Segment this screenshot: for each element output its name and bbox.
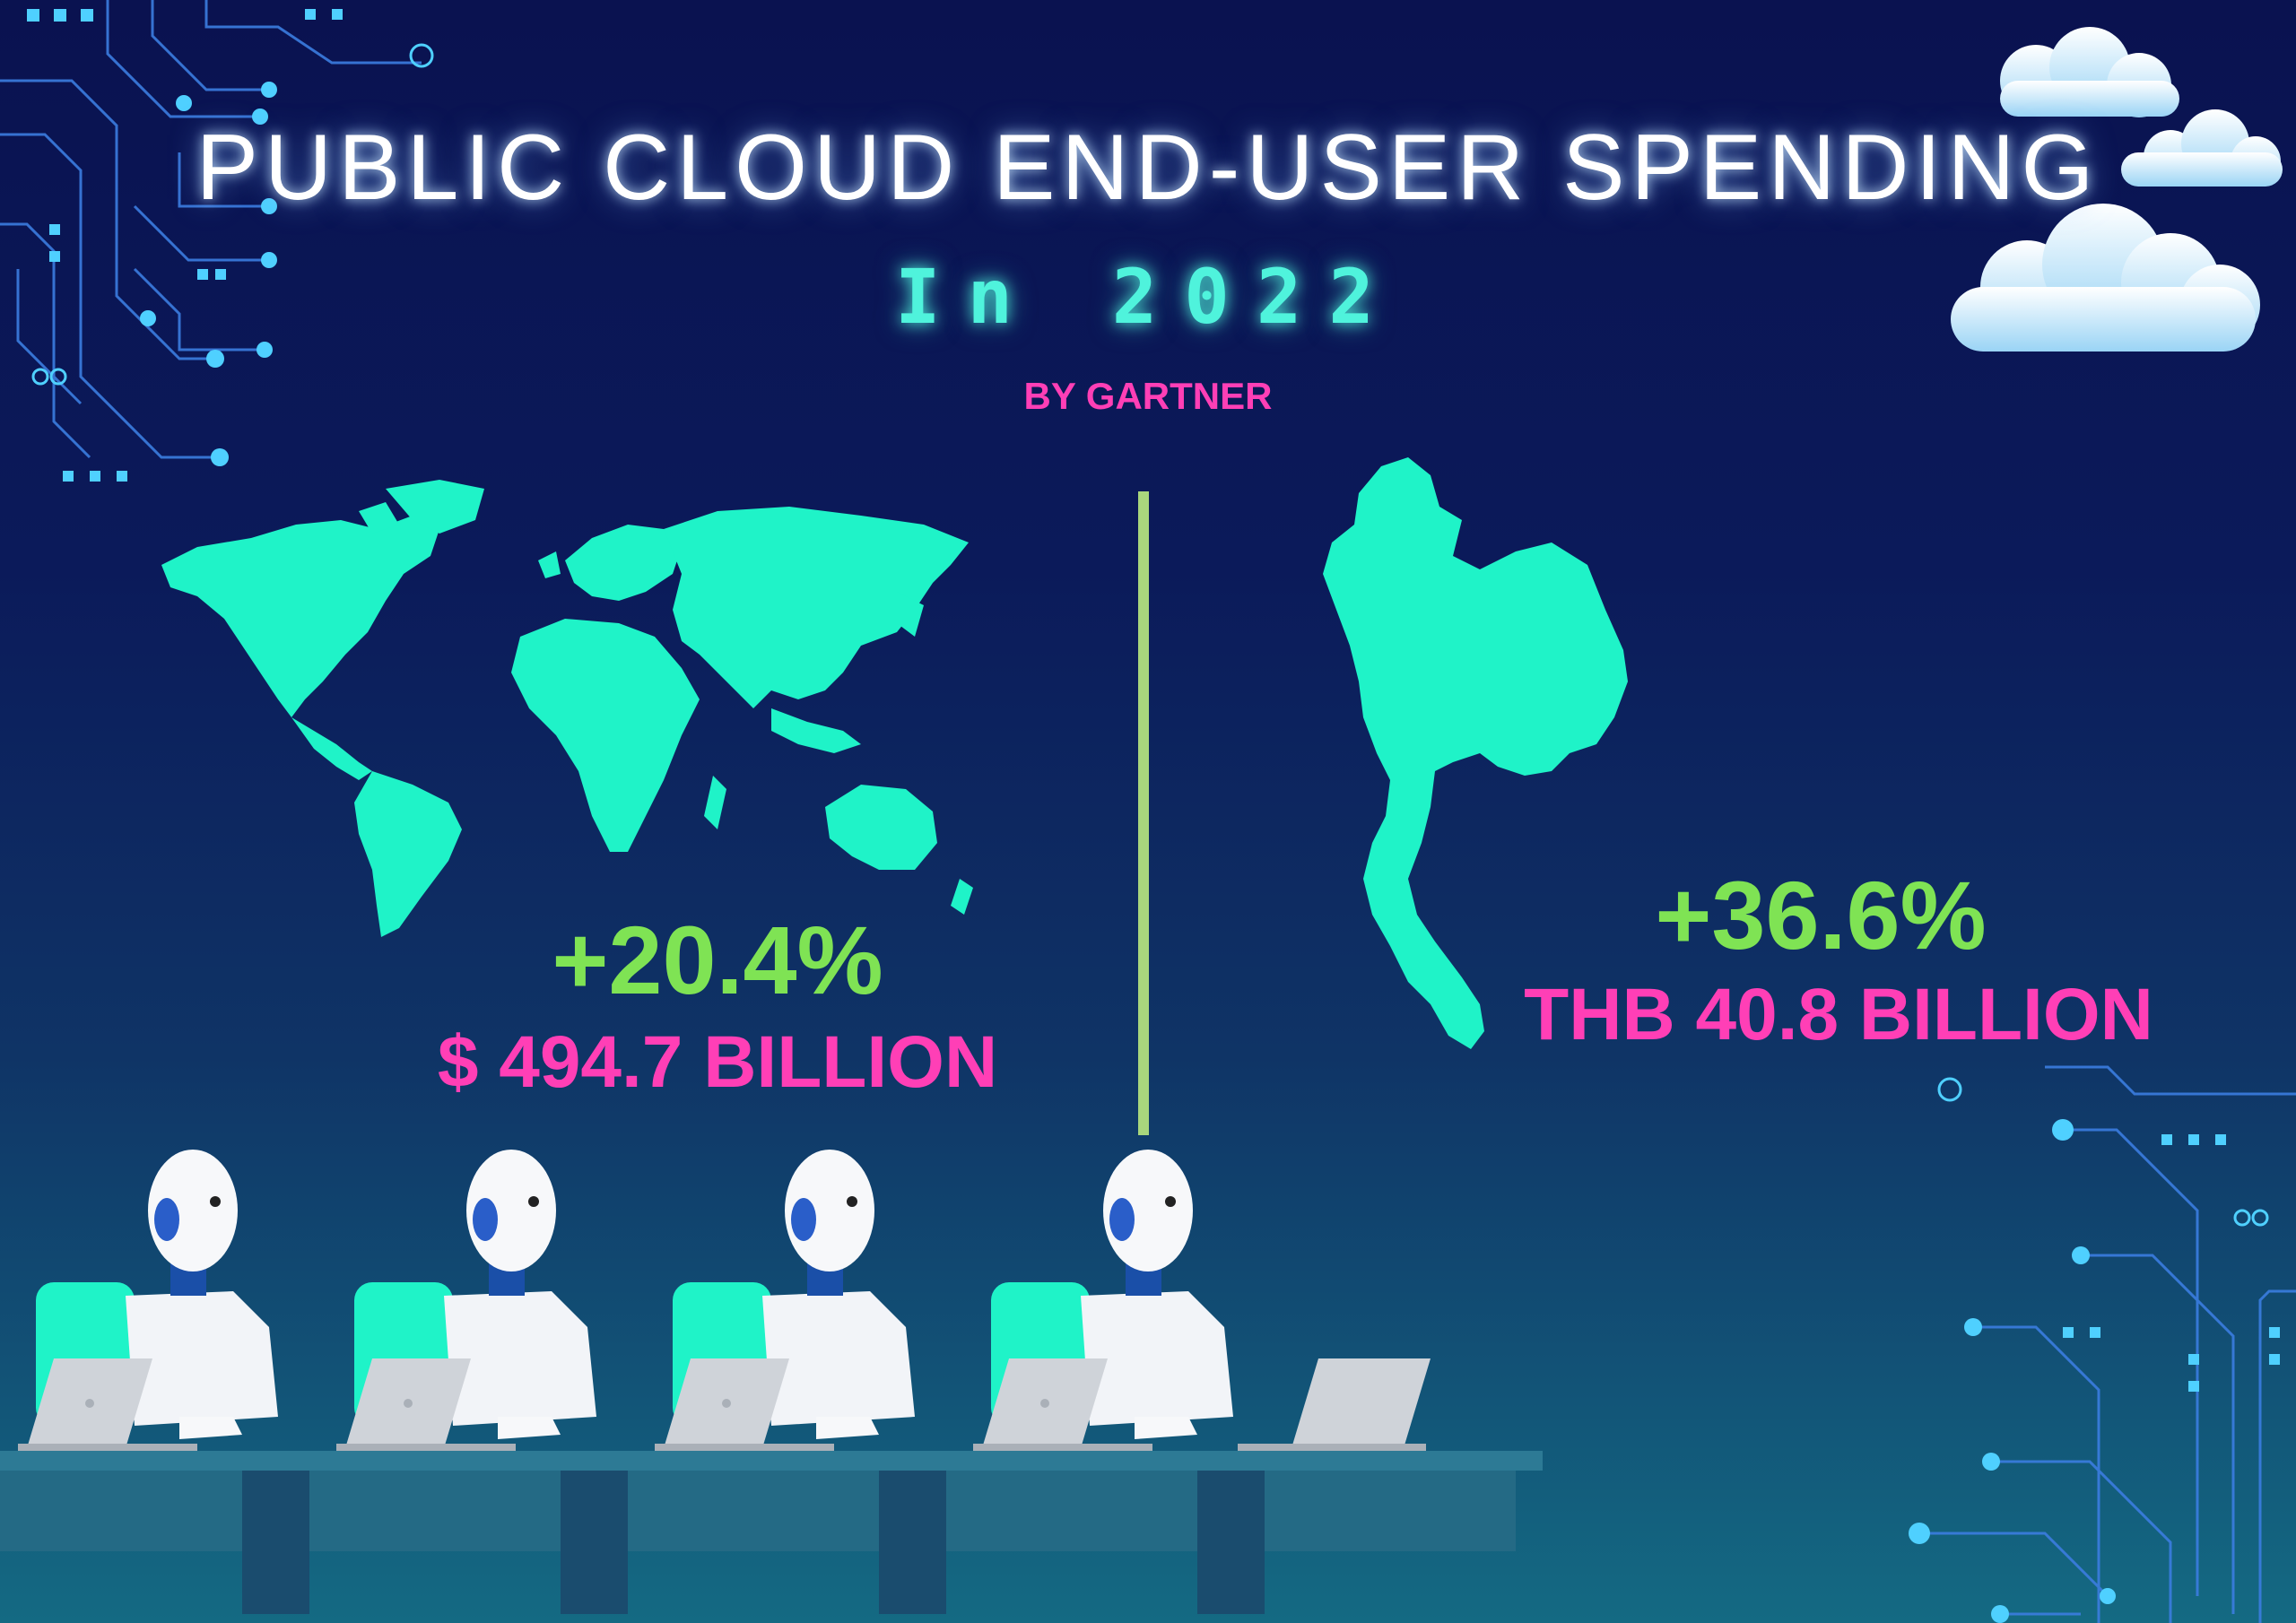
source-label: BY GARTNER [1023,375,1273,417]
thailand-growth-value: +36.6% [1655,861,1987,969]
circuit-bottom-right-icon [1909,1065,2296,1623]
robot-workstation-illustration [0,1150,1543,1614]
desk-top [0,1451,1543,1471]
laptop-icon [1238,1358,1431,1451]
cloud-icon [2000,27,2179,117]
page-title: PUBLIC CLOUD END-USER SPENDING [196,116,2100,220]
world-spending-amount: $ 494.7 BILLION [437,1021,998,1103]
desk-front [0,1471,1516,1551]
cloud-icon [2121,109,2283,187]
world-map-icon [161,480,973,937]
robot-icon [973,1150,1233,1451]
robot-icon [655,1150,915,1451]
thailand-map-icon [1323,457,1628,1049]
robot-icon [18,1150,278,1451]
circuit-top-left-icon [0,0,434,482]
thailand-spending-amount: THB 40.8 BILLION [1524,974,2153,1055]
robot-icon [336,1150,596,1451]
clouds-group [1951,27,2283,352]
center-divider [1138,491,1149,1135]
cloud-icon [1951,204,2260,352]
world-growth-value: +20.4% [552,906,883,1014]
year-subtitle: In 2022 [894,253,1401,341]
